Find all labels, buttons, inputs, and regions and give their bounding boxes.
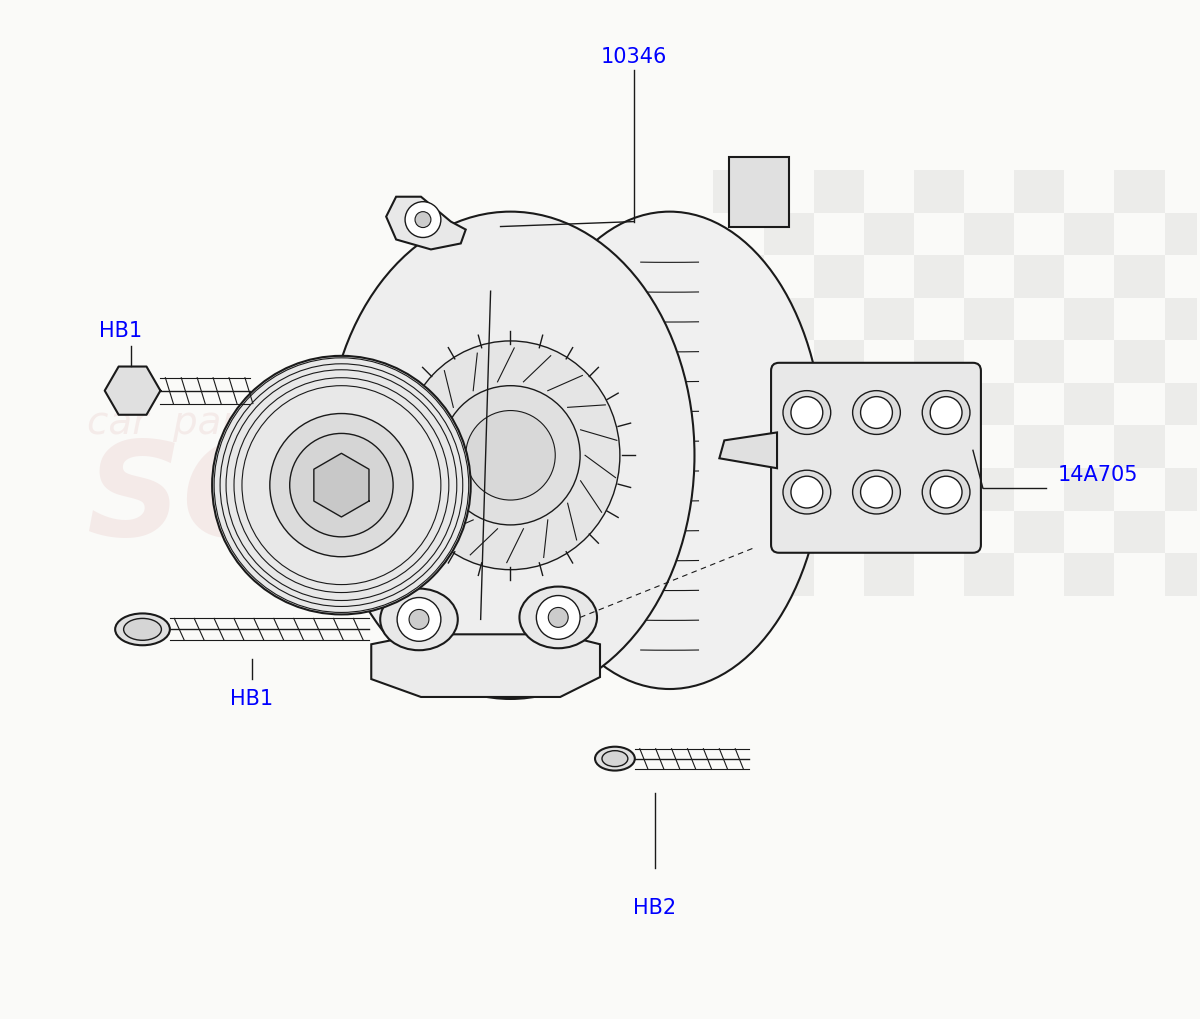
Bar: [1014, 255, 1064, 298]
Bar: [1014, 511, 1064, 553]
Text: HB2: HB2: [634, 898, 677, 918]
Circle shape: [466, 411, 556, 500]
Bar: [1064, 553, 1115, 596]
Ellipse shape: [380, 589, 457, 650]
Bar: [1014, 425, 1064, 468]
Circle shape: [930, 476, 962, 508]
Circle shape: [930, 396, 962, 428]
Circle shape: [791, 476, 823, 508]
Ellipse shape: [516, 212, 823, 689]
Bar: [1115, 425, 1164, 468]
Bar: [1115, 511, 1164, 553]
Text: car  parts: car parts: [86, 405, 272, 442]
Bar: [763, 468, 814, 511]
Bar: [964, 213, 1014, 255]
Ellipse shape: [853, 470, 900, 514]
Ellipse shape: [923, 390, 970, 434]
Circle shape: [397, 597, 440, 641]
Bar: [864, 553, 914, 596]
Polygon shape: [730, 157, 788, 226]
Bar: [1064, 213, 1115, 255]
Bar: [1115, 255, 1164, 298]
Circle shape: [409, 609, 428, 630]
Ellipse shape: [595, 747, 635, 770]
Text: 10346: 10346: [601, 48, 667, 67]
Circle shape: [860, 396, 893, 428]
Bar: [1115, 340, 1164, 383]
Bar: [814, 170, 864, 213]
Bar: [864, 213, 914, 255]
Bar: [763, 553, 814, 596]
Circle shape: [548, 607, 568, 628]
Bar: [713, 425, 763, 468]
Bar: [864, 298, 914, 340]
Bar: [964, 468, 1014, 511]
Bar: [914, 511, 964, 553]
Text: HB1: HB1: [230, 689, 274, 709]
Bar: [713, 170, 763, 213]
Circle shape: [860, 476, 893, 508]
Circle shape: [791, 396, 823, 428]
Text: HB1: HB1: [100, 321, 142, 341]
Bar: [1164, 553, 1200, 596]
Ellipse shape: [602, 751, 628, 766]
Bar: [713, 255, 763, 298]
Bar: [1164, 383, 1200, 425]
Circle shape: [406, 202, 440, 237]
Bar: [914, 340, 964, 383]
Circle shape: [415, 212, 431, 227]
Bar: [864, 383, 914, 425]
Bar: [1164, 468, 1200, 511]
Bar: [1064, 468, 1115, 511]
Ellipse shape: [326, 212, 695, 699]
Bar: [814, 511, 864, 553]
Bar: [1014, 170, 1064, 213]
FancyBboxPatch shape: [772, 363, 980, 552]
Polygon shape: [371, 634, 600, 697]
Bar: [814, 255, 864, 298]
Circle shape: [289, 433, 394, 537]
Bar: [1064, 383, 1115, 425]
Text: 14A705: 14A705: [1057, 466, 1138, 485]
Bar: [713, 340, 763, 383]
Bar: [1164, 298, 1200, 340]
Ellipse shape: [853, 390, 900, 434]
Circle shape: [536, 595, 580, 639]
Bar: [814, 425, 864, 468]
Bar: [964, 553, 1014, 596]
Polygon shape: [104, 367, 161, 415]
Circle shape: [212, 356, 470, 614]
Bar: [964, 298, 1014, 340]
Bar: [763, 298, 814, 340]
Ellipse shape: [401, 341, 620, 570]
Ellipse shape: [923, 470, 970, 514]
Ellipse shape: [520, 587, 598, 648]
Bar: [1164, 213, 1200, 255]
Ellipse shape: [782, 390, 830, 434]
Bar: [864, 468, 914, 511]
Ellipse shape: [782, 470, 830, 514]
Circle shape: [270, 414, 413, 556]
Ellipse shape: [115, 613, 170, 645]
Bar: [964, 383, 1014, 425]
Polygon shape: [314, 453, 368, 517]
Bar: [814, 340, 864, 383]
Polygon shape: [719, 432, 778, 468]
Ellipse shape: [124, 619, 162, 640]
Bar: [1014, 340, 1064, 383]
Text: SCU: SCU: [86, 436, 386, 562]
Bar: [763, 383, 814, 425]
Bar: [914, 170, 964, 213]
Bar: [914, 255, 964, 298]
Bar: [763, 213, 814, 255]
Circle shape: [440, 385, 580, 525]
Bar: [1115, 170, 1164, 213]
Polygon shape: [386, 197, 466, 250]
Bar: [713, 511, 763, 553]
Bar: [1064, 298, 1115, 340]
Bar: [914, 425, 964, 468]
